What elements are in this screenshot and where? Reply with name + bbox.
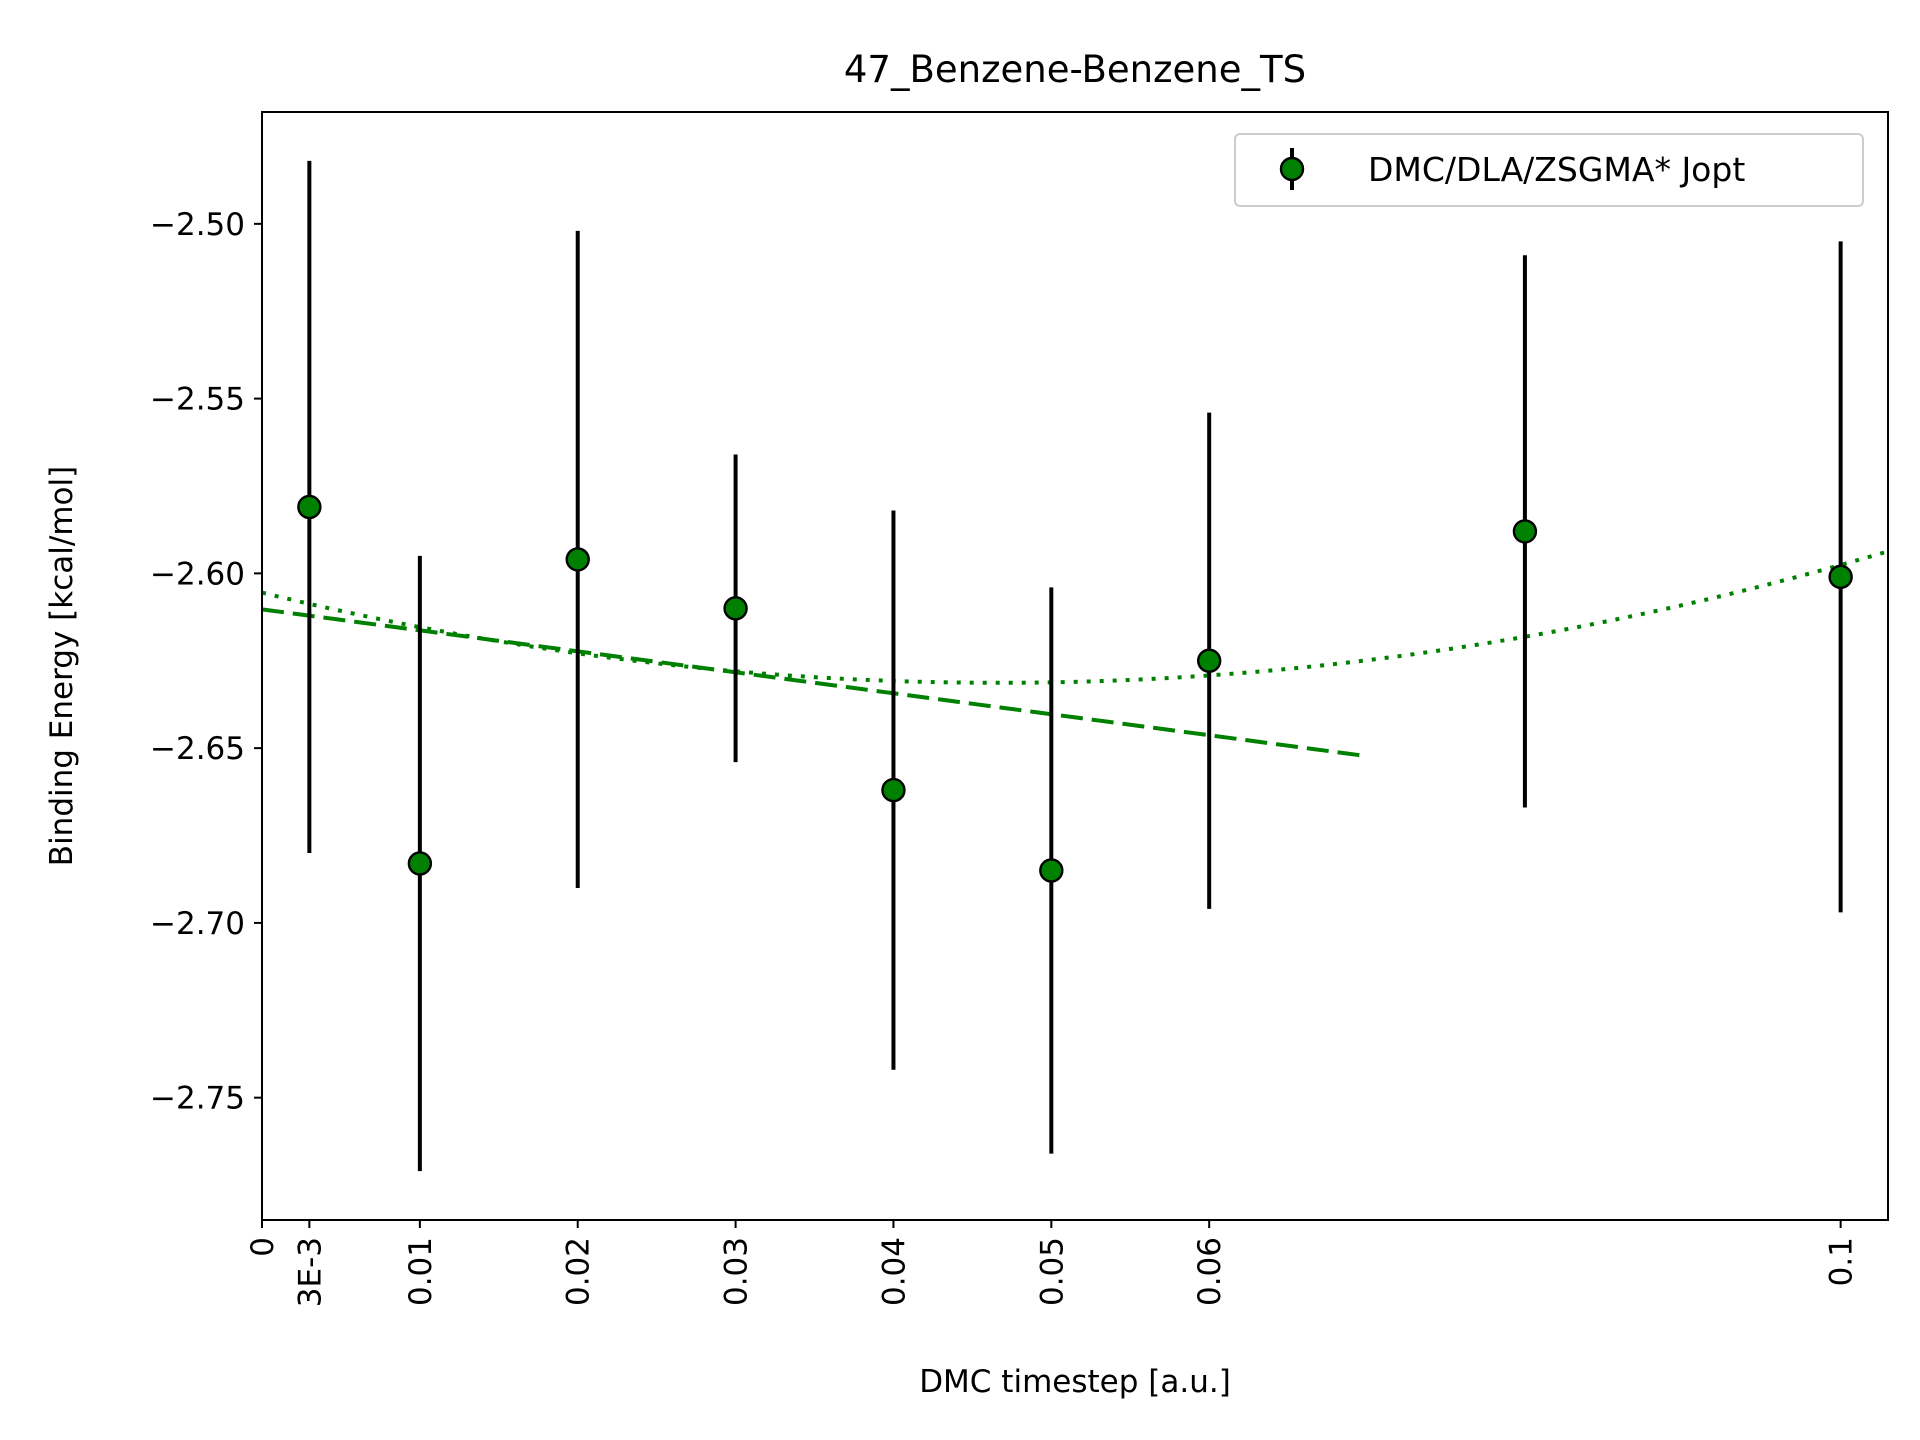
x-tick-label: 3E-3 (292, 1237, 328, 1307)
x-tick-label: 0 (245, 1237, 281, 1257)
legend-box (1234, 133, 1864, 207)
axes-frame (261, 111, 1889, 1221)
point-marker (723, 596, 748, 621)
legend-point-marker (1279, 156, 1305, 182)
point-marker (407, 851, 433, 876)
x-tick-label: 0.03 (719, 1237, 755, 1306)
point-marker (565, 547, 590, 572)
legend: DMC/DLA/ZSGMA* Jopt (1234, 133, 1864, 207)
data-point (1196, 412, 1222, 909)
y-tick-label: −2.50 (150, 207, 245, 243)
point-marker (1196, 648, 1222, 673)
fit-linear-dashed (262, 607, 1368, 759)
data-point (1512, 255, 1538, 808)
y-tick-label: −2.60 (150, 556, 245, 592)
chart-title: 47_Benzene-Benzene_TS (844, 48, 1306, 91)
data-point (565, 230, 590, 888)
point-marker (1828, 564, 1853, 590)
fit-lines (262, 549, 1888, 759)
point-marker (881, 777, 906, 803)
point-marker (297, 494, 322, 520)
x-tick-label: 0.02 (561, 1237, 597, 1306)
y-tick-label: −2.70 (150, 906, 245, 942)
x-tick-label: 0.04 (876, 1237, 912, 1306)
data-point (723, 454, 748, 763)
legend-marker (1279, 148, 1305, 190)
y-tick-label: −2.65 (150, 731, 245, 767)
x-tick-label: 0.06 (1192, 1237, 1228, 1306)
data-point (297, 160, 322, 853)
point-marker (1039, 858, 1064, 883)
fit-quadratic-dotted (262, 549, 1888, 685)
y-tick-label: −2.55 (150, 382, 245, 418)
x-tick-label: 0.05 (1034, 1237, 1070, 1306)
x-tick-label: 0.1 (1824, 1237, 1860, 1286)
legend-label-dmc-dla-zsgma-jopt: DMC/DLA/ZSGMA* Jopt (1368, 150, 1745, 189)
data-point (1039, 587, 1064, 1154)
data-point (881, 510, 906, 1070)
x-tick-label: 0.01 (403, 1237, 439, 1306)
y-tick-label: −2.75 (150, 1081, 245, 1117)
y-axis-label: Binding Energy [kcal/mol] (44, 466, 80, 866)
plot-area: −2.50 −2.55 −2.60 −2.65 −2.70 −2.75 0 3E-3 0.01 0… (150, 111, 1889, 1307)
x-axis-label: DMC timestep [a.u.] (919, 1364, 1231, 1400)
point-marker (1512, 519, 1538, 544)
data-point (407, 555, 433, 1172)
data-point (1828, 241, 1853, 913)
